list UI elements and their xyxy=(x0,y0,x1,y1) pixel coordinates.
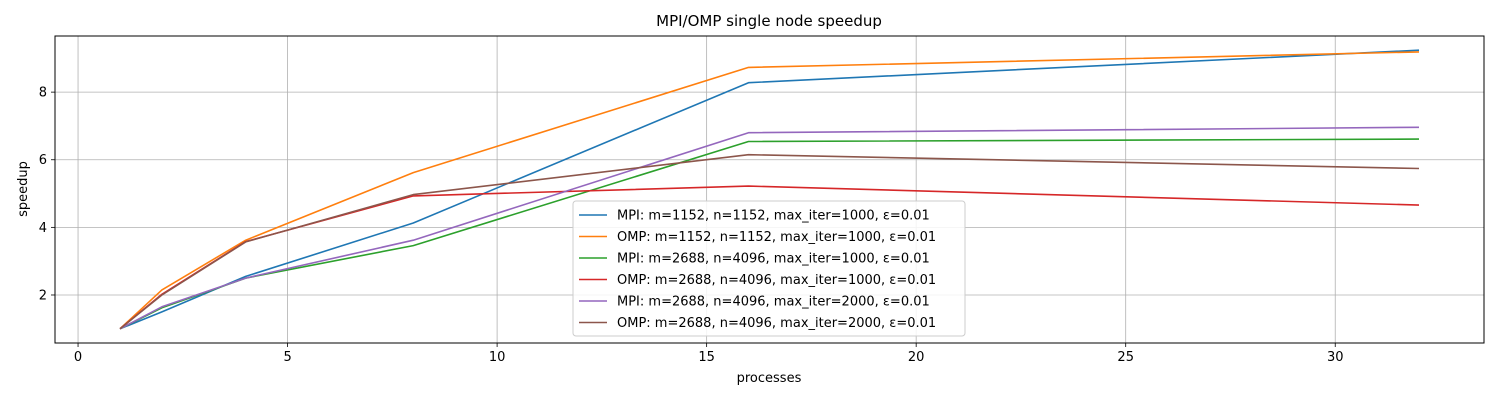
y-tick-label: 2 xyxy=(39,288,47,303)
x-tick-label: 10 xyxy=(489,350,506,365)
y-tick-label: 4 xyxy=(39,221,47,236)
x-tick-label: 20 xyxy=(908,350,925,365)
legend: MPI: m=1152, n=1152, max_iter=1000, ε=0.… xyxy=(572,200,966,337)
legend-label: OMP: m=2688, n=4096, max_iter=1000, ε=0.… xyxy=(617,273,936,288)
x-axis-label: processes xyxy=(737,371,802,386)
axis-ticks: 0 5 10 15 20 25 30 2 4 6 8 xyxy=(39,86,1344,365)
x-tick-label: 30 xyxy=(1327,350,1344,365)
series-lines xyxy=(119,49,1420,330)
legend-label: MPI: m=1152, n=1152, max_iter=1000, ε=0.… xyxy=(617,209,930,224)
legend-label: MPI: m=2688, n=4096, max_iter=2000, ε=0.… xyxy=(617,295,930,310)
chart-title: MPI/OMP single node speedup xyxy=(656,12,882,30)
y-axis-label: speedup xyxy=(16,161,31,217)
x-tick-label: 15 xyxy=(698,350,715,365)
legend-label: OMP: m=2688, n=4096, max_iter=2000, ε=0.… xyxy=(617,316,936,331)
series-line xyxy=(119,51,1420,330)
x-tick-label: 0 xyxy=(74,350,82,365)
x-tick-label: 25 xyxy=(1117,350,1134,365)
y-tick-label: 6 xyxy=(39,153,47,168)
series-line xyxy=(119,126,1420,330)
legend-label: MPI: m=2688, n=4096, max_iter=1000, ε=0.… xyxy=(617,252,930,267)
x-tick-label: 5 xyxy=(283,350,291,365)
y-tick-label: 8 xyxy=(39,86,47,101)
series-line xyxy=(119,153,1420,330)
legend-box xyxy=(572,200,966,337)
series-line xyxy=(119,49,1420,330)
legend-label: OMP: m=1152, n=1152, max_iter=1000, ε=0.… xyxy=(617,230,936,245)
plot-frame xyxy=(54,35,1485,344)
